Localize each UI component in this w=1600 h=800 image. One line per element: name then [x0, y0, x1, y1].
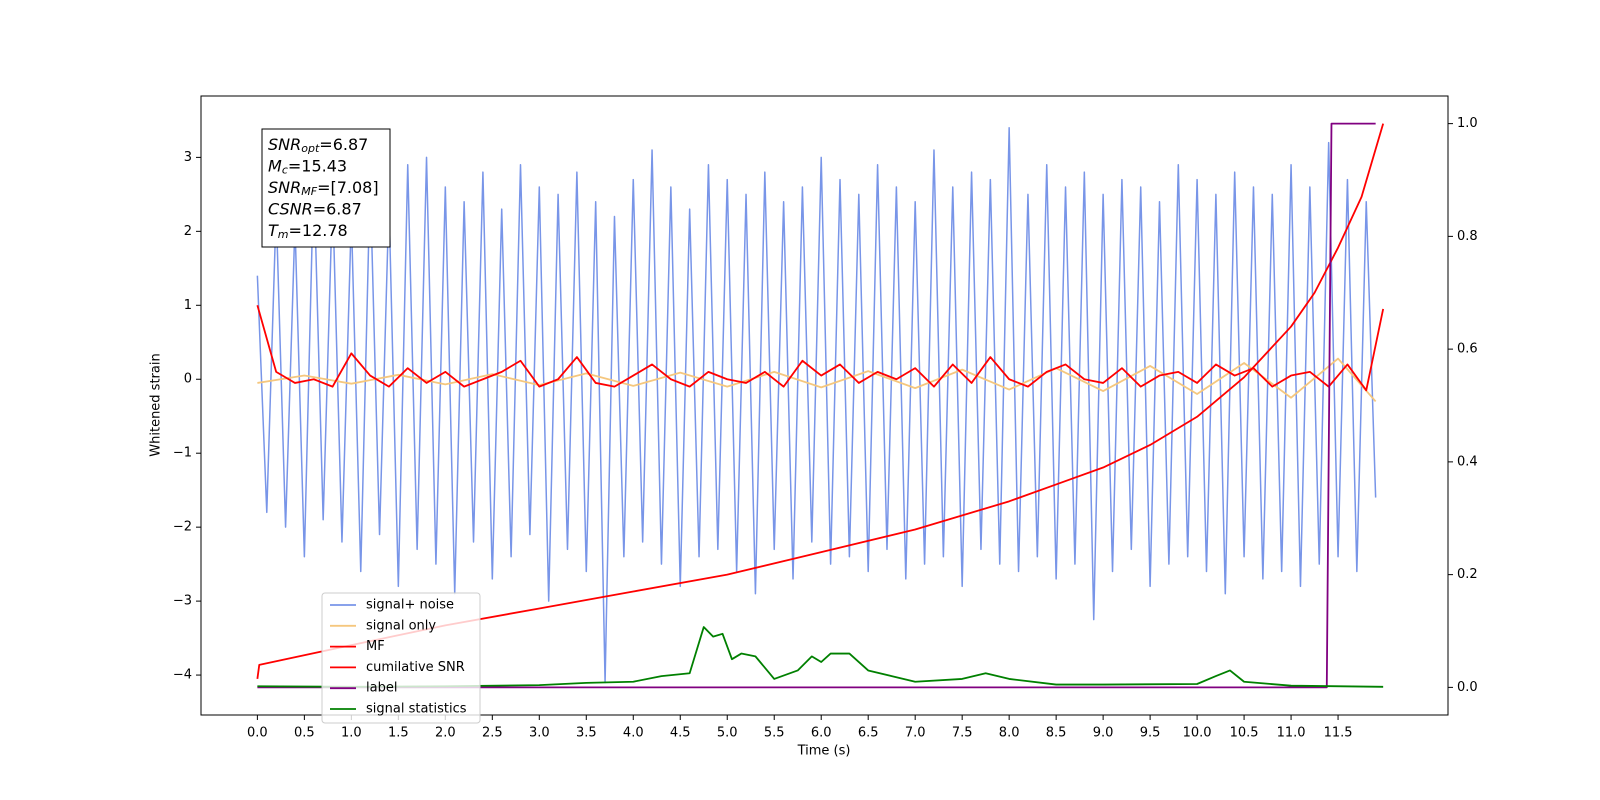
annotation-subscript: m: [278, 228, 289, 241]
annotation-value: =6.87: [319, 135, 368, 154]
x-tick-label: 9.5: [1140, 726, 1161, 741]
series-line: [256, 127, 1377, 684]
y-axis-label: Whitened strain: [149, 353, 164, 456]
x-tick-label: 7.5: [952, 726, 973, 741]
x-tick-label: 11.5: [1324, 726, 1353, 741]
y-tick-label: 2: [184, 224, 192, 239]
y2-tick-label: 0.4: [1457, 454, 1478, 469]
legend-label: cumilative SNR: [366, 660, 465, 675]
annotation-subscript: MF: [301, 185, 317, 198]
y2-tick-label: 0.0: [1457, 680, 1478, 695]
y-tick-label: 1: [184, 298, 192, 313]
x-tick-label: 4.0: [623, 726, 644, 741]
x-tick-label: 5.0: [717, 726, 738, 741]
x-tick-label: 6.0: [811, 726, 832, 741]
series-line: [257, 357, 1377, 403]
x-tick-label: 4.5: [670, 726, 691, 741]
annotation-box: [261, 128, 391, 248]
x-tick-label: 8.0: [999, 726, 1020, 741]
x-tick-label: 5.5: [764, 726, 785, 741]
annotation-line: CSNR=6.87: [268, 199, 362, 218]
x-tick-label: 1.0: [341, 726, 362, 741]
annotation-value: =15.43: [288, 156, 347, 175]
legend-label: label: [366, 681, 397, 696]
annotation-value: =6.87: [313, 199, 362, 218]
y-tick-label: −4: [173, 668, 192, 683]
annotation-line: SNRopt=6.87: [268, 135, 368, 156]
series-line: [257, 122, 1376, 689]
x-tick-label: 1.5: [388, 726, 409, 741]
x-tick-label: 3.5: [576, 726, 597, 741]
y2-tick-label: 0.8: [1457, 229, 1478, 244]
annotation-symbol: T: [268, 221, 279, 240]
x-tick-label: 2.0: [435, 726, 456, 741]
annotation-value: =12.78: [289, 221, 348, 240]
x-tick-label: 0.5: [294, 726, 315, 741]
x-tick-label: 10.5: [1230, 726, 1259, 741]
annotation-symbol: SNR: [268, 178, 301, 197]
x-tick-label: 0.0: [247, 726, 268, 741]
x-tick-label: 3.0: [529, 726, 550, 741]
annotation-subscript: c: [282, 164, 288, 177]
x-tick-label: 7.0: [905, 726, 926, 741]
x-tick-label: 8.5: [1046, 726, 1067, 741]
plot-area: [256, 122, 1385, 689]
series-line: [257, 626, 1384, 688]
annotation-symbol: SNR: [268, 135, 301, 154]
annotation-value: =[7.08]: [317, 178, 379, 197]
annotation-subscript: opt: [301, 142, 320, 155]
series-line: [256, 305, 1385, 392]
x-tick-label: 6.5: [858, 726, 879, 741]
y-tick-label: 3: [184, 150, 192, 165]
x-tick-label: 2.5: [482, 726, 503, 741]
legend-label: signal only: [366, 618, 436, 633]
x-tick-label: 10.0: [1183, 726, 1212, 741]
y-tick-label: −2: [173, 520, 192, 535]
y2-tick-label: 0.6: [1457, 342, 1478, 357]
annotation-symbol: CSNR: [268, 199, 313, 218]
annotation-symbol: M: [268, 156, 282, 175]
annotation-line: Mc=15.43: [268, 156, 347, 177]
y2-tick-label: 1.0: [1457, 116, 1478, 131]
annotation-line: SNRMF=[7.08]: [268, 178, 379, 199]
x-axis-label: Time (s): [797, 744, 851, 759]
x-tick-label: 11.0: [1277, 726, 1306, 741]
legend-label: signal+ noise: [366, 598, 454, 613]
legend-label: signal statistics: [366, 702, 467, 717]
legend-label: MF: [366, 639, 385, 654]
y-tick-label: 0: [184, 372, 192, 387]
x-tick-label: 9.0: [1093, 726, 1114, 741]
y-tick-label: −1: [173, 446, 192, 461]
annotation-line: Tm=12.78: [268, 221, 348, 242]
legend-box: [321, 592, 481, 724]
y2-tick-label: 0.2: [1457, 567, 1478, 582]
y-tick-label: −3: [173, 594, 192, 609]
